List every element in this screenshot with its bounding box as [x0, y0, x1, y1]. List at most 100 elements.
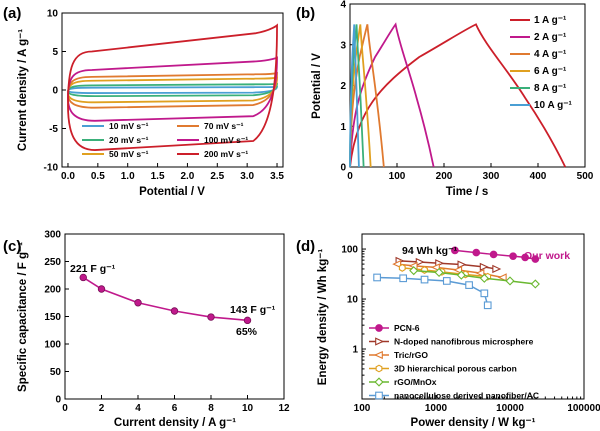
rate-point	[207, 313, 215, 321]
cv-curve	[67, 82, 278, 98]
ragone-point	[399, 274, 408, 283]
x-tick-label: 0	[347, 171, 353, 182]
ragone-point	[530, 279, 540, 289]
panel-a-plot-frame	[61, 12, 284, 168]
y-tick-label: 300	[44, 230, 61, 241]
ragone-point	[472, 248, 481, 257]
x-tick-label: 4	[135, 403, 141, 414]
x-tick-label: 6	[172, 403, 178, 414]
y-tick-label: 2	[340, 81, 346, 92]
cv-curve	[67, 23, 278, 151]
x-tick-label: 0	[62, 403, 68, 414]
y-tick-label: 10	[347, 295, 359, 306]
legend-label: 2 A g⁻¹	[534, 32, 567, 43]
panel-d-label: (d)	[296, 238, 315, 255]
y-tick-label: 3	[340, 40, 346, 51]
ragone-point	[479, 273, 489, 283]
rate-point	[79, 273, 87, 282]
x-tick-label: 100	[354, 403, 371, 414]
x-tick-label: 12	[278, 403, 290, 414]
y-tick-label: 150	[44, 312, 61, 323]
ragone-point	[373, 273, 381, 282]
cv-curve	[67, 56, 278, 122]
x-tick-label: 500	[577, 171, 594, 182]
panel-c-annotation-max: 221 F g⁻¹	[70, 263, 116, 275]
legend-label: 10 mV s⁻¹	[109, 121, 149, 131]
panel-a-label: (a)	[3, 5, 21, 22]
ragone-point	[531, 255, 540, 263]
ragone-point	[480, 289, 489, 298]
y-tick-label: -10	[44, 163, 59, 174]
ragone-point	[492, 264, 502, 274]
panel-d-ragone-plot: (d) 100 1000 10000 100000 1 10 100 PCN-6 N-dope…	[296, 233, 600, 429]
ragone-point	[430, 263, 440, 272]
x-tick-label: 2.5	[210, 171, 224, 182]
ragone-point	[420, 275, 429, 284]
y-tick-label: -5	[49, 124, 58, 135]
y-tick-label: 10	[47, 9, 59, 20]
panel-a-cv-curves: (a) 0.0 0.5 1.0 1.5 2.0 2.5 3.0 3.5 -10 -5 0 5 10 10…	[3, 5, 284, 198]
panel-b-gcd-curves: (b) 0 100 200 300 400 500 0 1 2 3 4 1 A g⁻¹ 2 A g⁻¹…	[296, 0, 594, 198]
gcd-curve	[349, 23, 567, 168]
legend-label: nanocellulose derived nanofiber/AC	[394, 391, 539, 401]
panel-b-label: (b)	[296, 5, 315, 22]
panel-b-ylabel: Potential / V	[311, 53, 323, 119]
panel-c-plot-frame	[64, 233, 285, 400]
panel-d-plot-frame	[361, 233, 585, 400]
ragone-point	[451, 246, 459, 255]
y-tick-label: 1	[352, 345, 358, 356]
ragone-point	[398, 263, 406, 272]
rate-point	[170, 307, 179, 315]
y-tick-label: 50	[50, 367, 62, 378]
y-tick-label: 0	[52, 86, 58, 97]
x-tick-label: 3.0	[240, 171, 254, 182]
panel-d-curves	[373, 246, 540, 310]
panel-d-xlabel: Power density / W kg⁻¹	[411, 417, 536, 429]
legend-label: PCN-6	[394, 323, 420, 333]
legend-marker	[375, 364, 383, 373]
panel-c-annotation-retention: 65%	[236, 326, 258, 338]
panel-b-xlabel: Time / s	[446, 186, 489, 198]
ragone-point	[483, 301, 492, 310]
panel-d-legend: PCN-6 N-doped nanofibrous microsphere Tric…	[369, 323, 539, 401]
panel-a-ticks: 0.0 0.5 1.0 1.5 2.0 2.5 3.0 3.5 -10 -5 0 5 10	[44, 9, 285, 183]
legend-label: 10 A g⁻¹	[534, 100, 573, 111]
panel-c-curve	[79, 273, 252, 325]
x-tick-label: 3.5	[270, 171, 284, 182]
panel-c-ticks: 0 2 4 6 8 10 12 0 50 100 150 200 250 300	[44, 230, 290, 415]
y-tick-label: 4	[340, 0, 346, 11]
y-tick-label: 0	[55, 395, 61, 406]
legend-label: 4 A g⁻¹	[534, 49, 567, 60]
ragone-point	[409, 266, 419, 276]
panel-a-legend: 10 mV s⁻¹ 20 mV s⁻¹ 50 mV s⁻¹ 70 mV s⁻¹ 100 …	[82, 121, 248, 159]
ragone-point	[479, 262, 489, 272]
legend-label: N-doped nanofibrous microsphere	[394, 337, 534, 347]
legend-marker	[374, 377, 384, 387]
gcd-curve	[349, 24, 360, 168]
legend-marker	[373, 350, 383, 360]
panel-d-annotation-our-work: Our work	[524, 250, 570, 262]
panel-a-xlabel: Potential / V	[139, 186, 205, 198]
panel-b-curves	[349, 22, 567, 168]
x-tick-label: 1000	[425, 403, 448, 414]
panel-c-ylabel: Specific capacitance / F g⁻¹	[17, 242, 29, 392]
ragone-point	[453, 265, 463, 275]
legend-label: 100 mV s⁻¹	[204, 135, 248, 145]
x-tick-label: 200	[436, 171, 453, 182]
panel-b-legend: 1 A g⁻¹ 2 A g⁻¹ 4 A g⁻¹ 6 A g⁻¹ 8 A g⁻¹ 10 A …	[510, 15, 573, 111]
ragone-point	[434, 267, 444, 278]
rate-point	[134, 299, 142, 307]
cv-curve	[67, 85, 278, 94]
ragone-point	[489, 250, 498, 259]
y-tick-label: 100	[44, 340, 61, 351]
legend-marker	[375, 391, 383, 400]
legend-label: 8 A g⁻¹	[534, 83, 567, 94]
x-tick-label: 300	[483, 171, 500, 182]
legend-marker	[375, 324, 383, 332]
x-tick-label: 1.5	[151, 171, 165, 182]
legend-label: 20 mV s⁻¹	[109, 135, 149, 145]
legend-label: 200 mV s⁻¹	[204, 149, 248, 159]
panel-a-curves	[67, 23, 278, 151]
x-tick-label: 0.5	[91, 171, 105, 182]
